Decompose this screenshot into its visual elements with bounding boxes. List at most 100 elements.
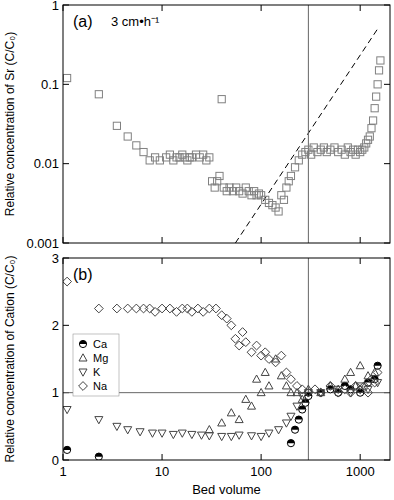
marker: [227, 321, 236, 330]
y-tick-label: 1: [52, 0, 59, 13]
marker: [113, 122, 120, 129]
marker: [235, 415, 243, 422]
x-tick-label: 1: [59, 464, 66, 479]
marker: [123, 304, 132, 313]
x-tick-label: 10: [155, 464, 169, 479]
marker: [95, 453, 102, 460]
marker-outline: [291, 426, 298, 433]
marker: [282, 382, 290, 389]
x-tick-top: [261, 5, 262, 11]
line: [308, 258, 309, 460]
marker: [377, 57, 384, 64]
marker: [278, 192, 285, 199]
marker: [293, 382, 302, 391]
marker-fill: [291, 426, 298, 430]
marker: [257, 388, 265, 395]
marker: [136, 429, 144, 436]
marker: [368, 125, 375, 132]
marker: [280, 196, 287, 203]
marker: [326, 382, 335, 391]
marker-outline: [287, 440, 294, 447]
marker: [257, 433, 265, 440]
marker: [374, 81, 381, 88]
marker: [205, 433, 213, 440]
marker: [203, 157, 210, 164]
legend-label: Ca: [93, 338, 108, 350]
marker: [317, 389, 324, 396]
marker-fill: [287, 440, 294, 444]
marker: [145, 304, 154, 313]
marker: [248, 402, 256, 409]
marker: [148, 430, 156, 437]
subtitle: 3 cm•h⁻¹: [111, 14, 160, 29]
marker: [373, 93, 380, 100]
marker: [261, 368, 269, 375]
marker: [241, 338, 250, 347]
marker: [282, 420, 290, 427]
marker: [299, 406, 306, 413]
marker: [346, 388, 355, 397]
y-tick: [63, 163, 69, 164]
marker: [287, 440, 294, 447]
x-tick-top: [360, 5, 361, 11]
marker: [95, 91, 102, 98]
plot-frame: [63, 5, 390, 243]
marker: [367, 375, 376, 384]
marker: [370, 378, 379, 387]
x-tick: [360, 454, 361, 460]
marker: [371, 105, 378, 112]
y-tick-label: 3: [52, 251, 59, 266]
marker: [316, 388, 325, 397]
marker: [344, 144, 351, 151]
marker: [216, 172, 223, 179]
x-tick-top: [360, 258, 361, 264]
x-tick: [162, 237, 163, 243]
y-tick-label: 0.01: [34, 156, 59, 171]
marker: [373, 368, 382, 377]
marker: [352, 151, 359, 158]
marker: [357, 148, 364, 155]
y-tick-label: 0.001: [26, 236, 59, 251]
marker: [253, 192, 260, 199]
marker: [214, 178, 221, 185]
marker: [64, 446, 71, 453]
legend-label: Mg: [93, 352, 108, 364]
legend-label: Na: [93, 380, 108, 392]
marker: [287, 375, 296, 384]
marker-fill: [95, 453, 102, 457]
marker: [340, 385, 349, 394]
marker: [188, 154, 195, 161]
marker: [295, 416, 302, 423]
x-tick: [261, 454, 262, 460]
plot-frame: [63, 258, 390, 460]
x-tick-label: 100: [250, 464, 272, 479]
legend-marker: [79, 340, 86, 347]
marker: [187, 307, 196, 316]
marker: [151, 154, 158, 161]
legend: Ca Mg K Na: [73, 334, 119, 396]
marker: [356, 362, 364, 369]
plot-area: [63, 258, 390, 460]
marker-fill: [374, 362, 381, 366]
legend-marker: [79, 354, 87, 361]
marker: [188, 431, 196, 438]
y-tick-label: 0: [52, 453, 59, 468]
marker: [197, 432, 205, 439]
legend-frame: [73, 334, 119, 396]
marker: [124, 427, 132, 434]
legend-label: K: [93, 366, 101, 378]
plot-area: [64, 5, 384, 243]
marker: [369, 117, 376, 124]
y-axis-label: Relative concentration of Cation (C/C₀): [3, 255, 17, 462]
marker: [347, 368, 355, 375]
marker-outline: [299, 406, 306, 413]
marker: [184, 157, 191, 164]
x-tick-top: [162, 258, 163, 264]
marker: [275, 208, 282, 215]
marker: [298, 395, 306, 402]
marker: [248, 433, 256, 440]
line: [235, 29, 377, 243]
marker: [258, 192, 265, 199]
marker: [178, 430, 186, 437]
marker: [347, 148, 354, 155]
